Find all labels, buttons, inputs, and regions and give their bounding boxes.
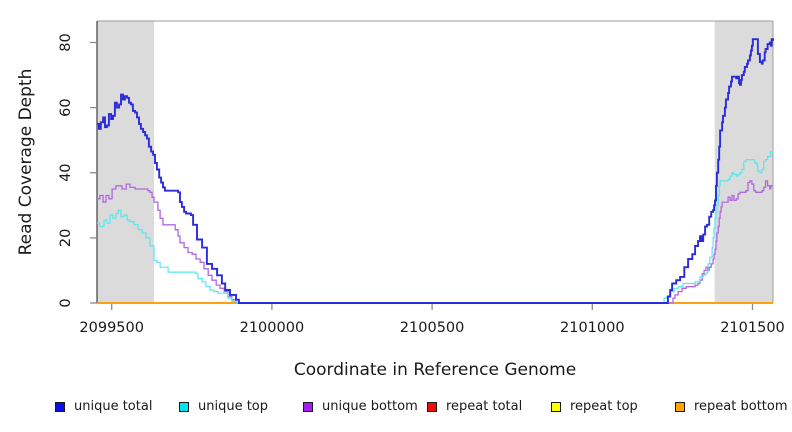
series-line-unique-top: [97, 151, 774, 304]
x-axis-tick-label: 2101500: [720, 320, 785, 336]
legend-swatch-repeat-top: [551, 401, 561, 412]
legend-item-repeat-top: repeat top: [551, 399, 675, 414]
legend-item-repeat-total: repeat total: [427, 399, 551, 414]
y-axis-tick-label: 0: [58, 298, 74, 307]
legend-swatch-repeat-total: [427, 401, 437, 412]
legend-label-repeat-bottom: repeat bottom: [694, 399, 788, 414]
x-axis-title: Coordinate in Reference Genome: [293, 360, 577, 380]
y-axis-title: Read Coverage Depth: [16, 68, 36, 256]
legend-item-unique-top: unique top: [179, 399, 303, 414]
series-line-unique-bottom: [97, 180, 773, 304]
legend-item-repeat-bottom: repeat bottom: [675, 399, 792, 414]
legend-swatch-repeat-bottom: [675, 401, 685, 412]
legend: unique total unique top unique bottom repea…: [55, 399, 792, 414]
legend-swatch-unique-bottom: [303, 401, 313, 412]
y-axis-tick-label: 80: [58, 33, 74, 51]
legend-swatch-unique-total: [55, 401, 65, 412]
legend-label-unique-bottom: unique bottom: [322, 399, 418, 414]
legend-swatch-unique-top: [179, 401, 189, 412]
y-axis-tick-label: 60: [58, 98, 74, 116]
y-axis-tick-label: 20: [58, 229, 74, 247]
x-axis-tick-label: 2100500: [400, 320, 465, 336]
x-axis-tick-label: 2100000: [240, 320, 305, 336]
legend-label-unique-total: unique total: [74, 399, 153, 414]
x-axis-tick-label: 2099500: [79, 320, 144, 336]
legend-item-unique-total: unique total: [55, 399, 179, 414]
x-axis-tick-label: 2101000: [560, 320, 625, 336]
left-repeat-region: [97, 21, 154, 303]
legend-item-unique-bottom: unique bottom: [303, 399, 427, 414]
y-axis-tick-label: 40: [58, 163, 74, 181]
legend-label-repeat-top: repeat top: [570, 399, 638, 414]
legend-label-unique-top: unique top: [198, 399, 269, 414]
series-line-unique-total: [97, 38, 774, 304]
legend-label-repeat-total: repeat total: [446, 399, 523, 414]
